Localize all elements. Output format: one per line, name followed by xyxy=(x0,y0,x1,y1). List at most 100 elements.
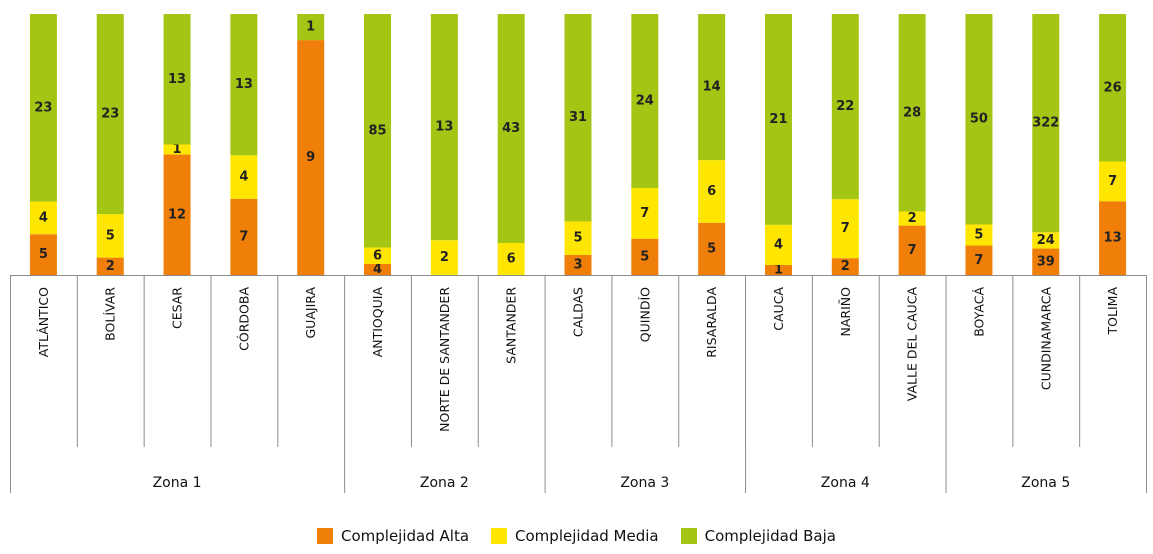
data-label: 2 xyxy=(106,259,115,274)
data-label: 2 xyxy=(908,211,917,226)
category-label: BOLÍVAR xyxy=(103,287,118,341)
bar-segment xyxy=(831,258,859,275)
legend-label-alta: Complejidad Alta xyxy=(341,527,470,545)
bar-segment xyxy=(163,14,191,145)
data-label: 28 xyxy=(903,105,921,120)
bar-segment xyxy=(564,254,592,275)
category-label: CUNDINAMARCA xyxy=(1038,287,1053,391)
data-label: 7 xyxy=(841,221,850,236)
bar-segment xyxy=(297,40,325,275)
bar-segment xyxy=(230,155,258,199)
bar-segment xyxy=(430,14,458,241)
bar-segment xyxy=(163,144,191,155)
bar-segment xyxy=(631,188,659,239)
bar-segment xyxy=(965,245,993,275)
data-label: 1 xyxy=(173,142,182,157)
data-label: 39 xyxy=(1037,254,1055,269)
category-label: GUAJIRA xyxy=(303,287,318,339)
bar-segment xyxy=(29,234,57,275)
data-label: 4 xyxy=(39,210,48,225)
category-label: ATLÁNTICO xyxy=(36,287,51,357)
bar-segment xyxy=(230,198,258,275)
bar-segment xyxy=(631,238,659,275)
legend-swatch-baja xyxy=(680,528,697,544)
data-label: 50 xyxy=(970,112,988,127)
category-label: CAUCA xyxy=(771,287,786,331)
bar-segment xyxy=(631,14,659,188)
bar-segment xyxy=(764,264,792,275)
category-label: QUINDÍO xyxy=(637,287,652,342)
bar-segment xyxy=(29,201,57,235)
bar-segment xyxy=(831,14,859,200)
data-label: 7 xyxy=(908,243,917,258)
bar-segment xyxy=(1032,248,1060,275)
bar-segment xyxy=(163,154,191,275)
data-label: 26 xyxy=(1104,80,1122,95)
category-label: VALLE DEL CAUCA xyxy=(905,287,920,402)
data-label: 7 xyxy=(974,253,983,268)
data-label: 322 xyxy=(1032,116,1059,131)
data-label: 13 xyxy=(435,120,453,135)
bar-segment xyxy=(364,14,392,248)
data-label: 6 xyxy=(507,252,516,267)
data-label: 5 xyxy=(640,249,649,264)
group-label: Zona 3 xyxy=(620,475,669,491)
legend-swatch-alta xyxy=(317,528,333,544)
bar-segment xyxy=(831,199,859,259)
data-label: 12 xyxy=(168,207,186,222)
data-label: 31 xyxy=(569,110,587,125)
data-label: 3 xyxy=(573,257,582,272)
bar-segment xyxy=(698,222,726,275)
data-label: 24 xyxy=(1037,233,1055,248)
group-label: Zona 2 xyxy=(420,475,469,491)
data-label: 7 xyxy=(1108,174,1117,189)
stacked-bar-chart: 5423ATLÁNTICO2523BOLÍVAR12113CESAR7413CÓ… xyxy=(10,14,1147,493)
bar-segment xyxy=(1099,14,1127,162)
legend-label-media: Complejidad Media xyxy=(515,527,659,545)
bar-segment xyxy=(698,160,726,223)
bar-segment xyxy=(364,264,392,275)
data-label: 5 xyxy=(974,228,983,243)
category-label: BOYACÁ xyxy=(971,287,986,337)
bar-segment xyxy=(564,14,592,222)
category-label: CÓRDOBA xyxy=(236,287,251,351)
category-label: CESAR xyxy=(170,287,185,329)
category-label: ANTIOQUIA xyxy=(370,287,385,358)
legend-item-media: Complejidad Media xyxy=(491,527,659,545)
bar-segment xyxy=(1099,161,1127,202)
data-label: 23 xyxy=(101,107,119,122)
bar-segment xyxy=(965,14,993,225)
data-label: 23 xyxy=(34,100,52,115)
data-label: 4 xyxy=(373,262,382,277)
bar-segment xyxy=(1099,201,1127,275)
data-label: 1 xyxy=(306,20,315,35)
data-label: 13 xyxy=(1104,231,1122,246)
data-label: 13 xyxy=(235,77,253,92)
bar-segment xyxy=(564,221,592,255)
category-label: CALDAS xyxy=(571,287,586,337)
data-label: 6 xyxy=(707,184,716,199)
category-label: SANTANDER xyxy=(504,287,519,364)
bar-segment xyxy=(1032,14,1060,233)
bar-segment xyxy=(764,14,792,225)
bar-segment xyxy=(898,211,926,226)
group-label: Zona 4 xyxy=(821,475,870,491)
data-label: 2 xyxy=(440,250,449,265)
category-label: NORTE DE SANTANDER xyxy=(437,287,452,432)
category-label: NARIÑO xyxy=(838,287,853,337)
data-label: 5 xyxy=(573,231,582,246)
data-label: 24 xyxy=(636,94,654,109)
bar-segment xyxy=(364,247,392,265)
bar-segment xyxy=(29,14,57,202)
data-label: 43 xyxy=(502,121,520,136)
data-label: 9 xyxy=(306,150,315,165)
bar-segment xyxy=(898,225,926,275)
data-label: 4 xyxy=(774,237,783,252)
bar-segment xyxy=(297,14,325,41)
legend-swatch-media xyxy=(491,528,508,544)
data-label: 4 xyxy=(239,170,248,185)
bar-segment xyxy=(1032,232,1060,249)
category-label: RISARALDA xyxy=(704,287,719,358)
bar-segment xyxy=(764,224,792,265)
